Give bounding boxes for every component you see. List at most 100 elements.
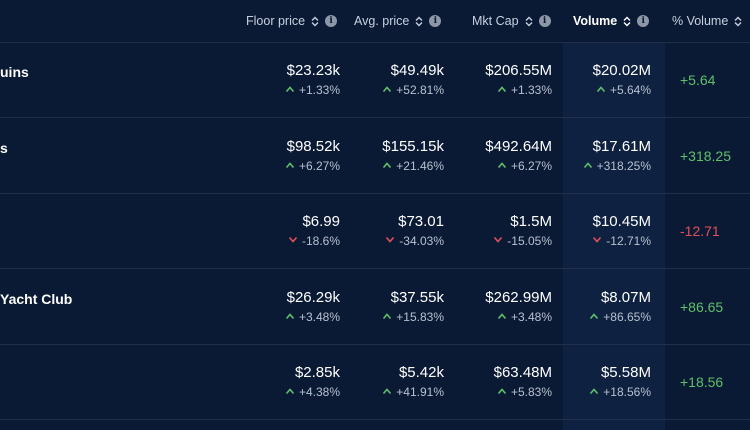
mcap-change: -15.05% [493,233,552,249]
floor-value: $2.85k [294,364,340,381]
table-row[interactable]: $2.85k +4.38% $5.42k +41.91% $63.48M +5.83% $5… [0,344,750,420]
change-text: +1.33% [510,83,552,97]
volume-change: -12.71% [592,233,651,249]
table-row[interactable]: uins $23.23k +1.33% $49.49k +52.81% $206.55M +… [0,42,750,118]
sort-icon[interactable] [525,16,533,27]
column-header-volume[interactable]: Volume i [573,0,657,42]
column-header-floor-price[interactable]: Floor price i [246,0,342,42]
volume-cell: $17.61M +318.25% [583,138,651,174]
info-icon[interactable]: i [325,15,338,27]
collection-name[interactable]: Yacht Club [0,290,73,307]
sort-icon[interactable] [415,16,423,27]
volume-value: $5.58M [600,364,651,381]
arrow-up-icon [583,161,592,168]
floor-value: $23.23k [286,62,340,79]
column-header-label: Floor price [246,14,306,28]
floor-cell: $6.99 -18.6% [288,213,340,249]
sort-icon[interactable] [734,16,742,27]
arrow-down-icon [494,236,503,243]
arrow-down-icon [288,236,298,243]
info-icon[interactable]: i [637,15,650,27]
change-text: -18.6% [301,234,340,248]
volume-change: +5.64% [593,82,651,98]
arrow-up-icon [497,161,507,168]
column-header-pct-volume[interactable]: % Volume [672,0,750,42]
avg-cell: $5.42k +41.91% [382,364,444,400]
pct-volume-value: -12.71 [680,223,720,239]
column-header-label: % Volume [672,14,729,28]
pct-volume-value: +18.56 [680,374,724,390]
avg-change: +52.81% [382,82,444,98]
floor-cell: $26.29k +3.48% [285,289,340,325]
column-header-mkt-cap[interactable]: Mkt Cap i [472,0,556,42]
mcap-cell: $492.64M +6.27% [485,138,552,174]
arrow-down-icon [593,236,602,243]
avg-cell: $37.55k +15.83% [382,289,444,325]
arrow-up-icon [383,86,392,93]
avg-change: -34.03% [385,233,444,249]
volume-change: +86.65% [589,309,651,325]
change-text: +5.83% [510,385,552,399]
table-header: Floor price i Avg. price i Mkt Cap i Vol… [0,0,750,43]
floor-change: +6.27% [285,158,340,174]
arrow-up-icon [590,388,599,395]
arrow-up-icon [383,388,392,395]
change-text: +15.83% [396,309,444,324]
mcap-cell: $1.5M -15.05% [493,213,552,249]
avg-change: +21.46% [382,158,444,174]
mcap-value: $492.64M [485,137,552,155]
column-header-label: Mkt Cap [472,14,519,28]
avg-value: $37.55k [390,288,444,306]
collection-name[interactable]: s [0,139,8,156]
arrow-up-icon [285,388,295,395]
change-text: +3.48% [510,309,552,324]
arrow-up-icon [497,388,507,395]
arrow-up-icon [285,86,295,93]
change-text: +21.46% [396,158,444,173]
change-text: -34.03% [399,234,444,248]
mcap-change: +3.48% [485,309,552,325]
volume-cell: $8.07M +86.65% [589,289,651,325]
volume-column-highlight [563,42,665,430]
mcap-cell: $262.99M +3.48% [485,289,552,325]
floor-change: +3.48% [285,309,340,325]
avg-value: $5.42k [398,364,444,381]
arrow-up-icon [285,161,295,168]
floor-cell: $98.52k +6.27% [285,138,340,174]
arrow-down-icon [386,236,395,243]
table-row[interactable]: Yacht Club $26.29k +3.48% $37.55k +15.83% $26… [0,269,750,345]
avg-cell: $155.15k +21.46% [382,138,444,174]
volume-change: +318.25% [583,158,651,174]
floor-value: $26.29k [286,288,340,306]
volume-value: $17.61M [592,137,651,155]
arrow-up-icon [383,312,392,319]
column-header-label: Volume [573,14,618,28]
info-icon[interactable]: i [538,15,551,27]
change-text: +318.25% [596,158,651,173]
floor-value: $98.52k [286,137,340,155]
mcap-value: $63.48M [493,364,552,381]
volume-cell: $10.45M -12.71% [592,213,651,249]
arrow-up-icon [383,161,392,168]
mcap-value: $262.99M [485,288,552,306]
mcap-change: +1.33% [485,82,552,98]
sort-icon[interactable] [623,16,631,27]
change-text: +6.27% [510,158,552,173]
arrow-up-icon [285,312,295,319]
volume-value: $20.02M [592,62,651,79]
mcap-value: $206.55M [485,62,552,79]
change-text: +1.33% [298,83,340,97]
pct-volume-value: +318.25 [680,147,731,164]
volume-change: +18.56% [589,384,651,400]
change-text: +52.81% [396,83,444,97]
sort-icon[interactable] [311,16,319,27]
change-text: -15.05% [507,234,552,248]
volume-cell: $20.02M +5.64% [593,62,651,98]
column-header-avg-price[interactable]: Avg. price i [354,0,446,42]
table-row[interactable]: $6.99 -18.6% $73.01 -34.03% $1.5M -15.05% $10.… [0,193,750,269]
floor-change: +1.33% [285,82,340,98]
avg-value: $49.49k [390,62,444,79]
table-row[interactable]: s $98.52k +6.27% $155.15k +21.46% $492.64M +6.… [0,118,750,194]
info-icon[interactable]: i [429,15,442,27]
collection-name[interactable]: uins [0,64,29,80]
